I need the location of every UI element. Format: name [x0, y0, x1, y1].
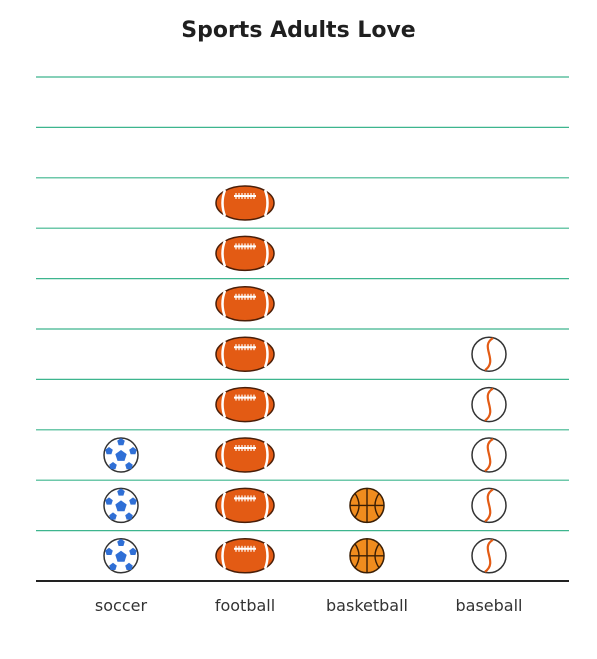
soccer-ball-icon: [103, 487, 139, 524]
basketball-icon: [349, 538, 385, 574]
football-icon: [215, 386, 275, 423]
soccer-ball-icon: [103, 538, 139, 574]
category-label-baseball: baseball: [456, 596, 523, 615]
baseball-icon: [471, 487, 507, 524]
category-label-basketball: basketball: [326, 596, 408, 615]
baseball-icon: [471, 437, 507, 473]
football-icon: [215, 487, 275, 524]
baseball-icon: [471, 386, 507, 423]
basketball-icon: [349, 487, 385, 524]
football-icon: [215, 336, 275, 372]
football-icon: [215, 185, 275, 221]
soccer-ball-icon: [103, 437, 139, 473]
chart-title: Sports Adults Love: [181, 18, 416, 43]
football-icon: [215, 538, 275, 574]
baseball-icon: [471, 538, 507, 574]
category-label-football: football: [215, 596, 275, 615]
football-icon: [215, 286, 275, 322]
football-icon: [215, 235, 275, 272]
category-label-soccer: soccer: [95, 596, 148, 615]
football-icon: [215, 437, 275, 473]
baseball-icon: [471, 336, 507, 372]
